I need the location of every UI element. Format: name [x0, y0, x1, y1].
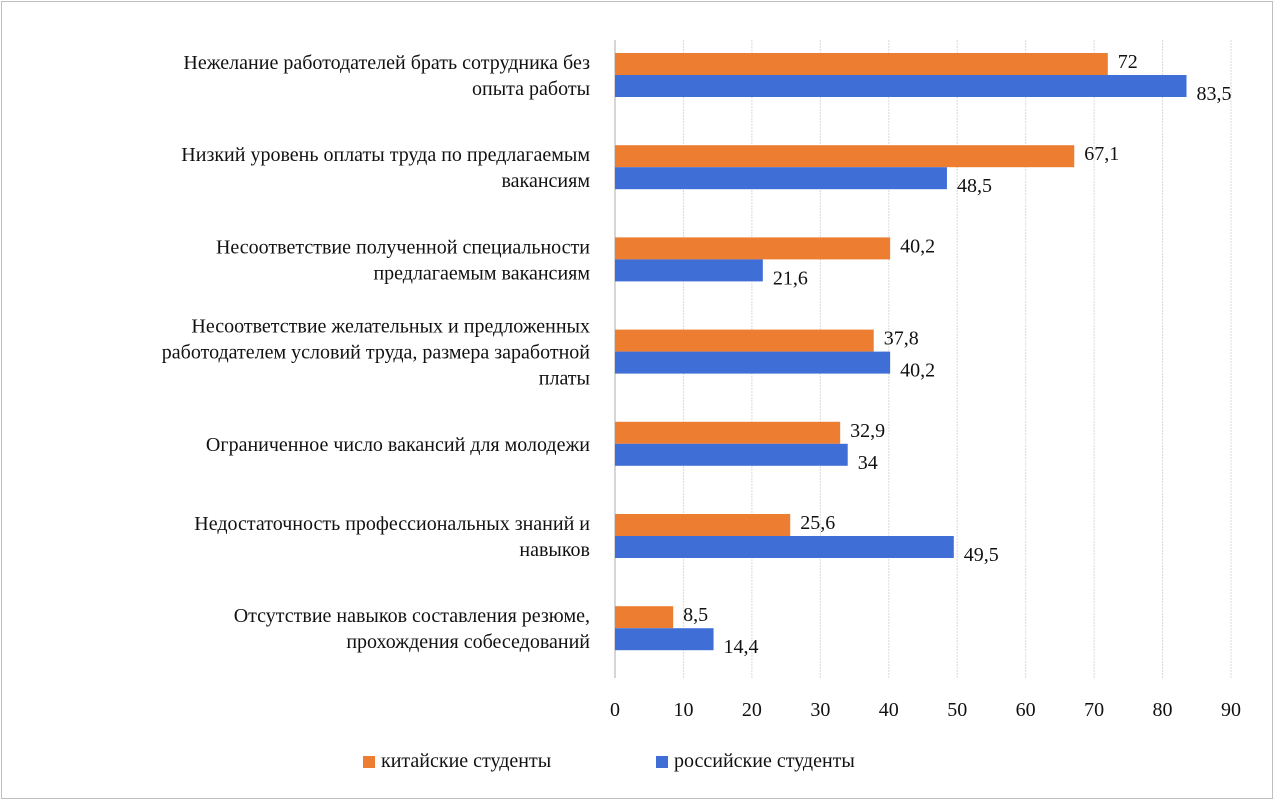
x-tick-label: 60 — [1016, 699, 1036, 721]
data-label: 40,2 — [900, 360, 935, 382]
category-label: Отсутствие навыков составления резюме, — [234, 605, 590, 627]
data-label: 14,4 — [724, 636, 759, 658]
x-tick-label: 30 — [810, 699, 830, 721]
category-label: Нежелание работодателей брать сотрудника… — [183, 52, 590, 74]
x-tick-label: 90 — [1221, 699, 1241, 721]
bar-russian — [615, 75, 1187, 97]
category-label: Недостаточность профессиональных знаний … — [194, 513, 590, 535]
category-label: навыков — [519, 539, 590, 561]
bar-russian — [615, 443, 848, 466]
legend-item-chinese: китайские студенты — [363, 750, 551, 773]
x-tick-label: 20 — [742, 699, 762, 721]
data-label: 32,9 — [850, 420, 885, 442]
data-label: 21,6 — [773, 267, 808, 289]
category-label: Несоответствие полученной специальности — [216, 236, 590, 258]
category-label: вакансиям — [502, 170, 591, 192]
x-tick-label: 40 — [879, 699, 899, 721]
category-label: платы — [539, 368, 590, 390]
data-label: 34 — [858, 452, 878, 474]
bar-chinese — [615, 514, 791, 536]
data-label: 49,5 — [964, 544, 999, 566]
legend-swatch-chinese — [363, 755, 375, 768]
x-tick-label: 10 — [673, 699, 693, 721]
bar-russian — [615, 351, 891, 374]
bar-russian — [615, 628, 714, 651]
bar-chinese — [615, 145, 1075, 168]
category-label: опыта работы — [472, 78, 590, 100]
data-label: 48,5 — [957, 175, 992, 197]
data-label: 37,8 — [884, 328, 919, 350]
legend-swatch-russian — [656, 755, 668, 768]
category-label: Несоответствие желательных и предложенны… — [191, 316, 590, 338]
bar-chinese — [615, 237, 891, 260]
category-label: Низкий уровень оплаты труда по предлагае… — [181, 144, 590, 166]
category-label: прохождения собеседований — [346, 631, 590, 653]
bar-chinese — [615, 606, 674, 629]
bar-russian — [615, 259, 763, 282]
data-label: 72 — [1118, 51, 1138, 73]
category-label: Ограниченное число вакансий для молодежи — [206, 434, 590, 456]
legend-item-russian: российские студенты — [656, 750, 855, 773]
bar-chinese — [615, 53, 1108, 75]
x-tick-label: 70 — [1084, 699, 1104, 721]
bar-chinese — [615, 421, 841, 444]
bar-russian — [615, 167, 947, 190]
x-tick-label: 50 — [947, 699, 967, 721]
legend-label-chinese: китайские студенты — [381, 750, 552, 772]
legend-label-russian: российские студенты — [674, 750, 855, 772]
data-label: 25,6 — [800, 512, 835, 534]
bar-russian — [615, 536, 954, 558]
data-label: 40,2 — [900, 235, 935, 257]
category-label: работодателем условий труда, размера зар… — [162, 342, 590, 364]
data-label: 8,5 — [683, 604, 708, 626]
data-label: 67,1 — [1084, 143, 1119, 165]
bar-chinese — [615, 329, 874, 352]
x-tick-label: 80 — [1153, 699, 1173, 721]
x-tick-label: 0 — [610, 699, 620, 721]
category-label: предлагаемым вакансиям — [373, 262, 590, 284]
data-label: 83,5 — [1197, 83, 1232, 105]
